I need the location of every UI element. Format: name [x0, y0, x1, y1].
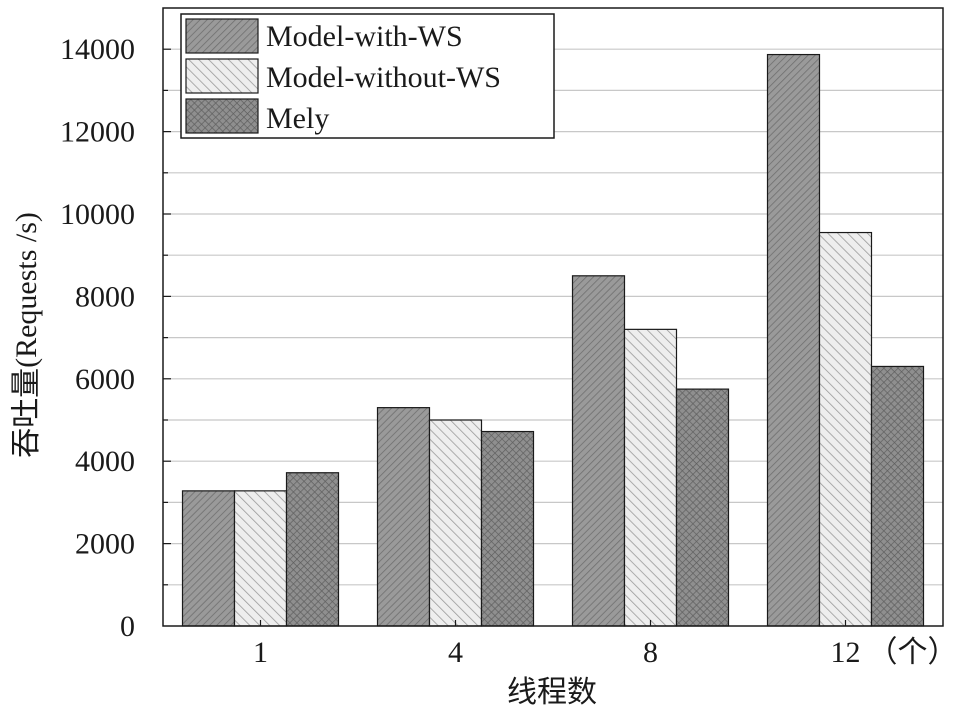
- legend-label-model-without-ws: Model-without-WS: [266, 61, 501, 94]
- bar-model-without-ws-12: [818, 231, 873, 627]
- legend-item: Mely: [185, 98, 329, 135]
- y-tick-label: 6000: [75, 363, 135, 396]
- bar-model-with-ws-8: [571, 275, 626, 627]
- y-tick-label: 14000: [60, 33, 135, 66]
- bars: [181, 53, 925, 627]
- x-unit-label: （个）: [868, 636, 956, 669]
- bar-model-without-ws-8: [623, 328, 678, 627]
- y-tick-label: 10000: [60, 198, 135, 231]
- x-tick-label: 4: [448, 636, 463, 669]
- bar-model-without-ws-4: [428, 419, 483, 627]
- x-axis-label: 线程数: [507, 676, 597, 709]
- x-tick-label: 12: [831, 636, 861, 669]
- y-tick-label: 2000: [75, 528, 135, 561]
- axes: [162, 7, 944, 627]
- legend-item: Model-with-WS: [185, 18, 463, 54]
- legend-label-model-with-ws: Model-with-WS: [266, 20, 463, 53]
- legend-swatch-model-with-ws: [185, 18, 259, 54]
- bar-mely-4: [480, 430, 535, 627]
- y-tick-label: 0: [120, 610, 135, 643]
- legend-label-mely: Mely: [266, 102, 329, 135]
- tick-labels: 0 2000 4000 6000 8000 10000 12000 14000 1 4 8 12 （个）: [60, 33, 956, 669]
- legend-swatch-mely: [185, 98, 259, 134]
- bar-model-with-ws-4: [376, 407, 431, 627]
- bar-model-with-ws-1: [181, 490, 236, 627]
- y-axis-label: 吞吐量(Requests /s): [10, 212, 43, 458]
- bar-mely-8: [675, 388, 730, 627]
- bar-mely-1: [285, 472, 340, 627]
- bar-mely-12: [870, 365, 925, 627]
- legend-swatch-model-without-ws: [185, 58, 259, 94]
- bar-model-without-ws-1: [233, 490, 288, 627]
- legend-item: Model-without-WS: [185, 58, 501, 94]
- x-tick-label: 1: [253, 636, 268, 669]
- y-tick-label: 8000: [75, 280, 135, 313]
- y-tick-label: 12000: [60, 116, 135, 149]
- legend: Model-with-WS Model-without-WS Mely: [180, 13, 555, 139]
- plot-frame: [162, 7, 944, 627]
- bar-model-with-ws-12: [766, 53, 821, 627]
- x-tick-label: 8: [643, 636, 658, 669]
- y-tick-label: 4000: [75, 445, 135, 478]
